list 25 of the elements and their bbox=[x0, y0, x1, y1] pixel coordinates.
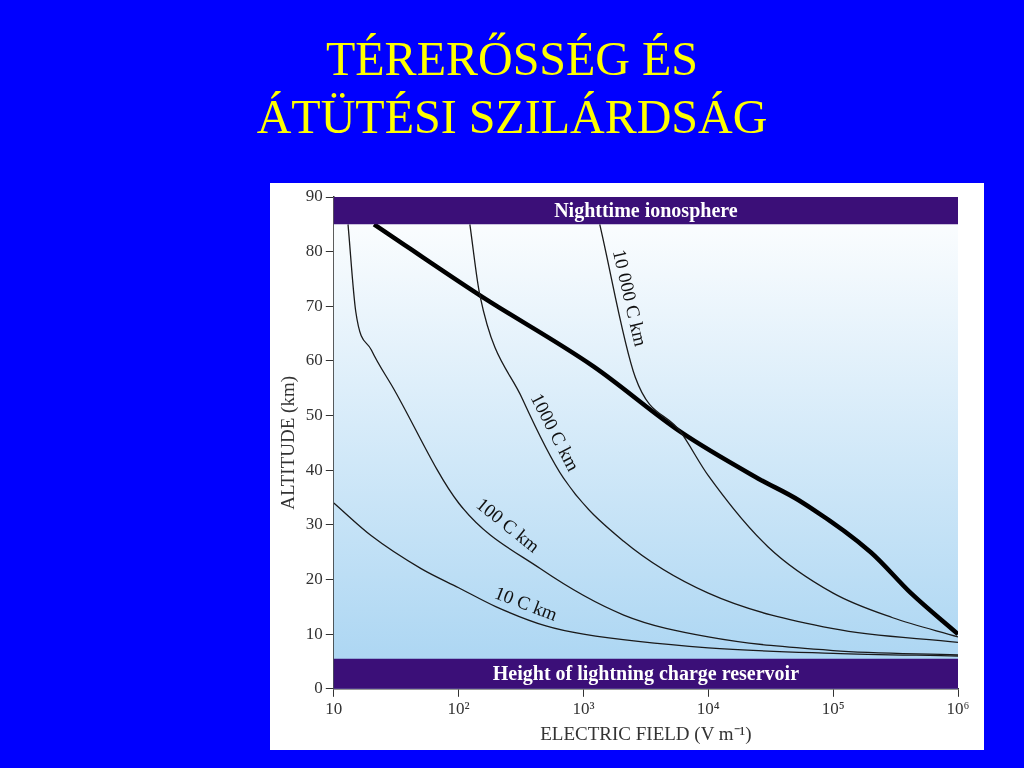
text: 10 C km bbox=[491, 581, 561, 625]
x-axis-title: ELECTRIC FIELD (V m⁻¹) bbox=[540, 722, 752, 745]
x-tick-label: 10³ bbox=[572, 699, 595, 719]
x-tick-label: 10⁵ bbox=[821, 699, 845, 719]
y-tick-label: 90 bbox=[305, 186, 323, 206]
y-tick-label: 80 bbox=[305, 241, 323, 261]
x-tick-label: 10² bbox=[447, 699, 470, 719]
x-tick-label: 10 bbox=[325, 699, 343, 719]
y-tick-label: 40 bbox=[305, 459, 323, 479]
chart-title: TÉRERŐSSÉG ÉS ÁTÜTÉSI SZILÁRDSÁG bbox=[255, 31, 769, 145]
x-tick-label: 10⁴ bbox=[696, 699, 720, 719]
y-tick-label: 20 bbox=[305, 568, 323, 588]
y-tick-label: 70 bbox=[305, 295, 323, 315]
y-axis-title: ALTITUDE (km) bbox=[277, 375, 300, 510]
y-tick-label: 60 bbox=[305, 350, 323, 370]
text: 1000 C km bbox=[526, 389, 585, 475]
y-tick-label: 30 bbox=[305, 514, 323, 534]
x-tick-label: 10⁶ bbox=[946, 699, 970, 719]
text: 10 000 C km bbox=[608, 247, 652, 349]
y-tick-label: 10 bbox=[305, 623, 323, 643]
band-label: Height of lightning charge reservoir bbox=[492, 661, 800, 685]
band-label: Nighttime ionosphere bbox=[554, 198, 738, 222]
text: 100 C km bbox=[472, 493, 545, 557]
y-tick-label: 50 bbox=[305, 405, 323, 425]
y-tick-label: 0 bbox=[314, 678, 323, 698]
